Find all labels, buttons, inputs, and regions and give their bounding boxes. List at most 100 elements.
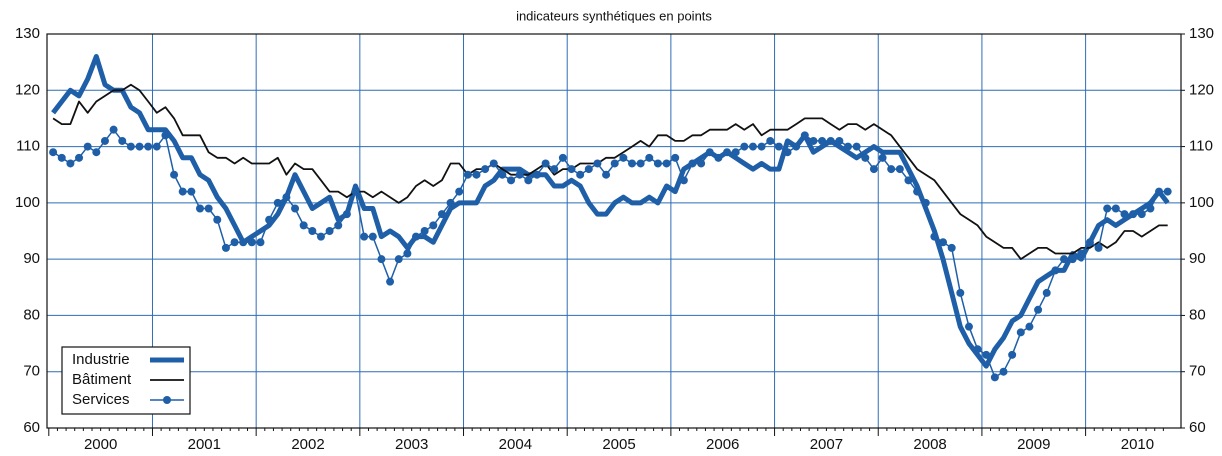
point [455,187,464,196]
x-tick-label: 2002 [291,436,324,453]
point [887,165,896,174]
point [844,142,852,151]
point [619,153,628,162]
y2-tick-label: 80 [1189,306,1206,323]
point [783,148,792,157]
y2-tick-label: 60 [1189,419,1206,436]
point [541,159,550,168]
point [403,249,412,258]
point [334,221,343,230]
point [662,159,671,168]
y2-tick-label: 130 [1189,25,1214,42]
point [1077,249,1086,258]
point [100,136,109,145]
point [360,232,369,241]
point [532,170,541,179]
point [247,238,256,247]
point [1016,328,1025,337]
point [1120,210,1129,219]
point [584,165,593,174]
point [83,142,92,151]
point [792,142,801,151]
point [446,198,455,207]
point [558,153,567,162]
point [1163,187,1172,196]
point [973,345,982,354]
point [126,142,135,151]
point [731,148,740,157]
point [230,238,239,247]
legend-label: Bâtiment [72,371,132,388]
plot-frame [46,33,1182,429]
y-tick-label: 80 [23,306,40,323]
y2-tick-label: 100 [1189,194,1214,211]
point [636,159,645,168]
point [368,232,377,241]
point [507,176,516,185]
point [118,136,127,145]
point [610,159,619,168]
point [386,277,395,286]
point [766,136,775,145]
point [852,142,861,151]
point [221,243,230,252]
point [135,142,144,151]
series-line [52,83,1168,260]
x-tick-label: 2004 [499,436,532,453]
point [1042,288,1051,297]
point [161,131,170,140]
point [1129,210,1138,219]
point [1103,204,1112,213]
point [947,243,956,252]
point [1111,204,1120,213]
point [49,148,58,157]
point [748,142,757,151]
point [628,159,636,168]
y-tick-label: 110 [16,138,40,155]
point [144,142,153,151]
point [679,176,688,185]
x-tick-label: 2005 [602,436,635,453]
point [567,165,576,174]
point [187,187,196,196]
point [351,187,360,196]
point [550,165,559,174]
point [982,350,991,359]
point [861,153,870,162]
point [463,170,472,179]
x-tick-label: 2003 [395,436,428,453]
x-tick-label: 2010 [1121,436,1154,453]
point [999,367,1008,376]
point [1051,266,1060,275]
point [671,153,680,162]
point [990,373,999,382]
point [809,136,818,145]
point [204,204,213,213]
x-tick-label: 2008 [913,436,946,453]
y2-tick-label: 110 [1189,138,1213,155]
point [109,125,118,134]
point [66,159,75,168]
point [869,165,878,174]
point [75,153,84,162]
point [757,142,766,151]
point [904,176,913,185]
x-tick-label: 2007 [810,436,843,453]
y2-tick-label: 120 [1189,81,1214,98]
point [1060,255,1068,264]
point [213,215,222,224]
legend-label: Services [72,391,130,408]
point [152,142,161,151]
y-tick-label: 120 [15,81,40,98]
point [178,187,187,196]
point [740,142,749,151]
point [1085,238,1094,247]
point [1034,305,1043,314]
point [1155,187,1164,196]
point [602,170,611,179]
point [196,204,204,213]
point [688,159,697,168]
point [282,193,291,202]
point [930,232,939,241]
